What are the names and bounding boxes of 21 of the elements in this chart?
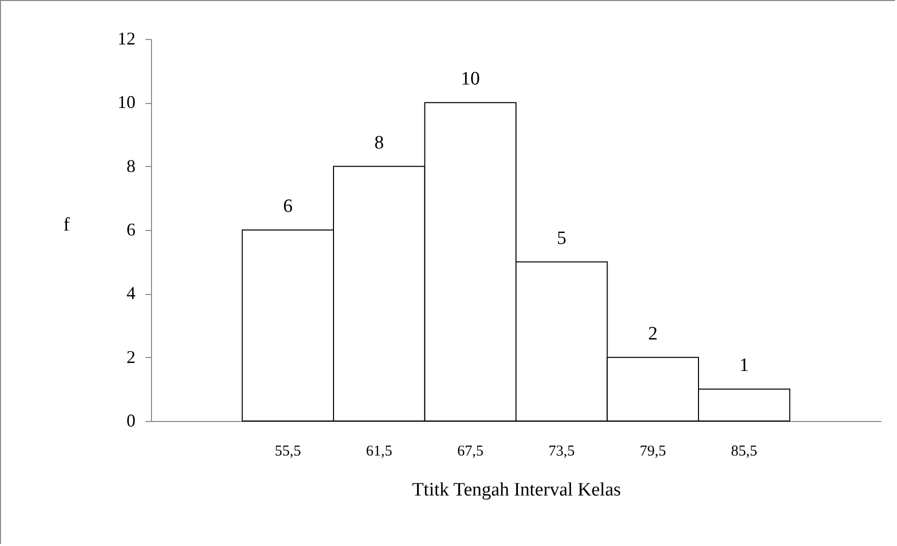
x-tick-label: 85,5 xyxy=(731,444,758,460)
x-axis-title: Ttitk Tengah Interval Kelas xyxy=(412,480,621,500)
x-tick-label: 61,5 xyxy=(366,444,392,460)
data-label: 6 xyxy=(283,196,293,217)
data-label: 2 xyxy=(648,323,658,344)
y-axis-title: f xyxy=(63,214,70,236)
x-tick-label: 73,5 xyxy=(548,444,575,460)
data-label: 1 xyxy=(739,355,749,376)
data-label: 5 xyxy=(556,228,566,249)
x-tick-label: 67,5 xyxy=(457,444,484,460)
y-tick-label: 10 xyxy=(118,92,136,112)
y-tick-label: 6 xyxy=(126,220,136,240)
data-label: 10 xyxy=(460,68,480,90)
y-tick-label: 12 xyxy=(118,28,136,48)
y-tick-label: 0 xyxy=(126,410,136,430)
x-tick-label: 55,5 xyxy=(274,444,301,460)
x-tick-label: 79,5 xyxy=(640,444,666,460)
y-tick-label: 8 xyxy=(126,156,136,176)
y-tick-label: 4 xyxy=(126,283,136,304)
y-tick-label: 2 xyxy=(126,346,136,367)
data-label: 8 xyxy=(374,132,384,154)
